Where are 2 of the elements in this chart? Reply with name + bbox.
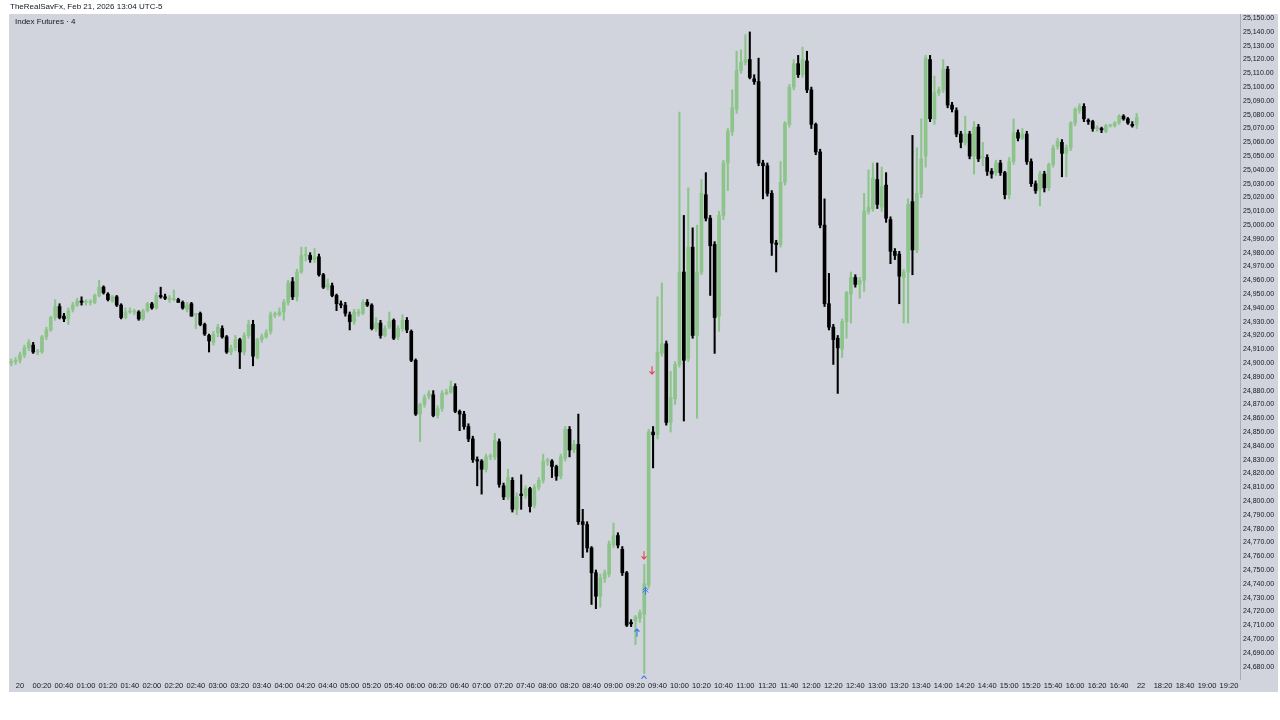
- chart-title: Index Futures · 4: [15, 17, 76, 27]
- text: TheRealSavFx, Feb 21, 2026 13:04 UTC-5: [10, 2, 163, 12]
